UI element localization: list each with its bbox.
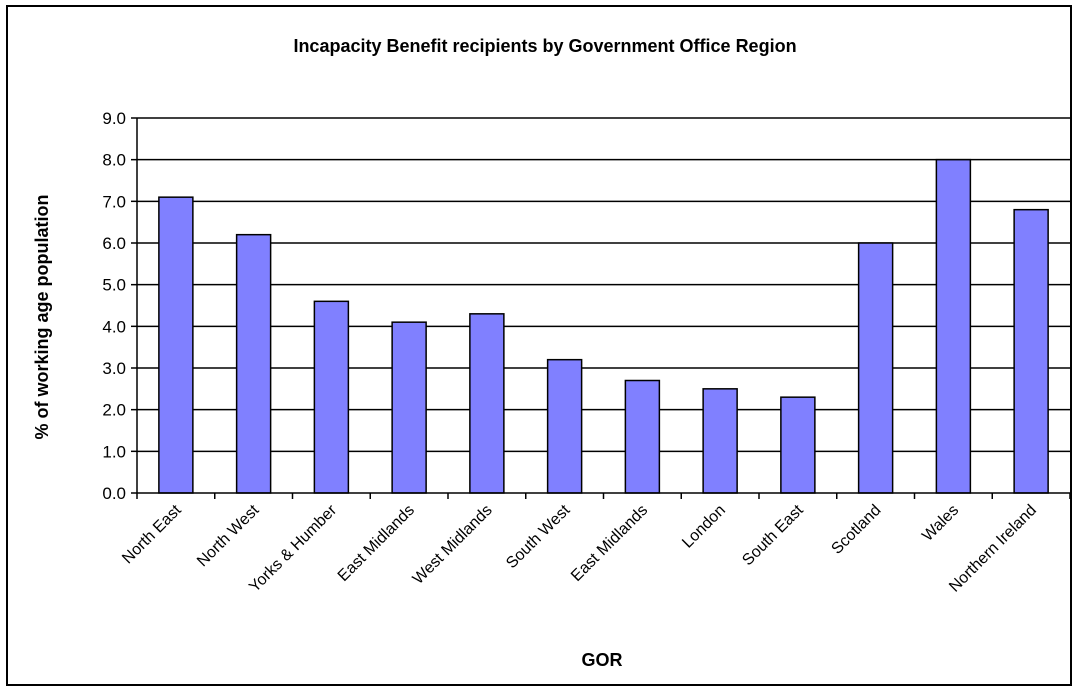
y-tick-label: 8.0: [102, 151, 126, 170]
bar: [935, 158, 972, 494]
bar: [702, 388, 738, 494]
bar: [1013, 208, 1049, 494]
y-tick-label: 2.0: [102, 401, 126, 420]
y-tick-label: 9.0: [102, 109, 126, 128]
x-tick-label: Northern Ireland: [946, 502, 1040, 596]
x-axis-title: GOR: [581, 650, 622, 670]
y-axis-title: % of working age population: [32, 195, 52, 440]
x-tick-label: North West: [194, 501, 263, 570]
y-tick-label: 5.0: [102, 276, 126, 295]
x-tick-label: South East: [739, 501, 807, 569]
x-tick-label: North East: [119, 501, 185, 567]
x-tick-label: Wales: [919, 502, 962, 545]
y-tick-label: 0.0: [102, 484, 126, 503]
bar: [158, 196, 194, 494]
x-tick-label: East Midlands: [568, 502, 651, 585]
x-tick-label: Scotland: [828, 502, 884, 558]
y-tick-label: 1.0: [102, 442, 126, 461]
x-tick-label: South West: [503, 501, 574, 572]
x-tick-label: London: [679, 502, 729, 552]
bar: [391, 321, 427, 494]
y-tick-labels: 0.0 1.0 2.0 3.0 4.0 5.0 6.0 7.0 8.0 9.0: [102, 109, 126, 503]
gridlines: [137, 117, 1070, 453]
bar: [857, 242, 894, 494]
y-tick-label: 7.0: [102, 192, 126, 211]
x-tick-label: West Midlands: [410, 502, 496, 588]
y-tick-label: 3.0: [102, 359, 126, 378]
y-tick-label: 4.0: [102, 317, 126, 336]
x-tick-label: East Midlands: [335, 502, 418, 585]
bar: [235, 233, 272, 494]
bar: [313, 300, 350, 494]
y-tick-label: 6.0: [102, 234, 126, 253]
bars: [158, 158, 1049, 494]
axes: [131, 117, 1071, 499]
bar: [546, 358, 583, 494]
bar: [624, 379, 661, 494]
bar: [469, 313, 505, 494]
chart-title: Incapacity Benefit recipients by Governm…: [293, 36, 796, 56]
bar: [780, 396, 816, 494]
